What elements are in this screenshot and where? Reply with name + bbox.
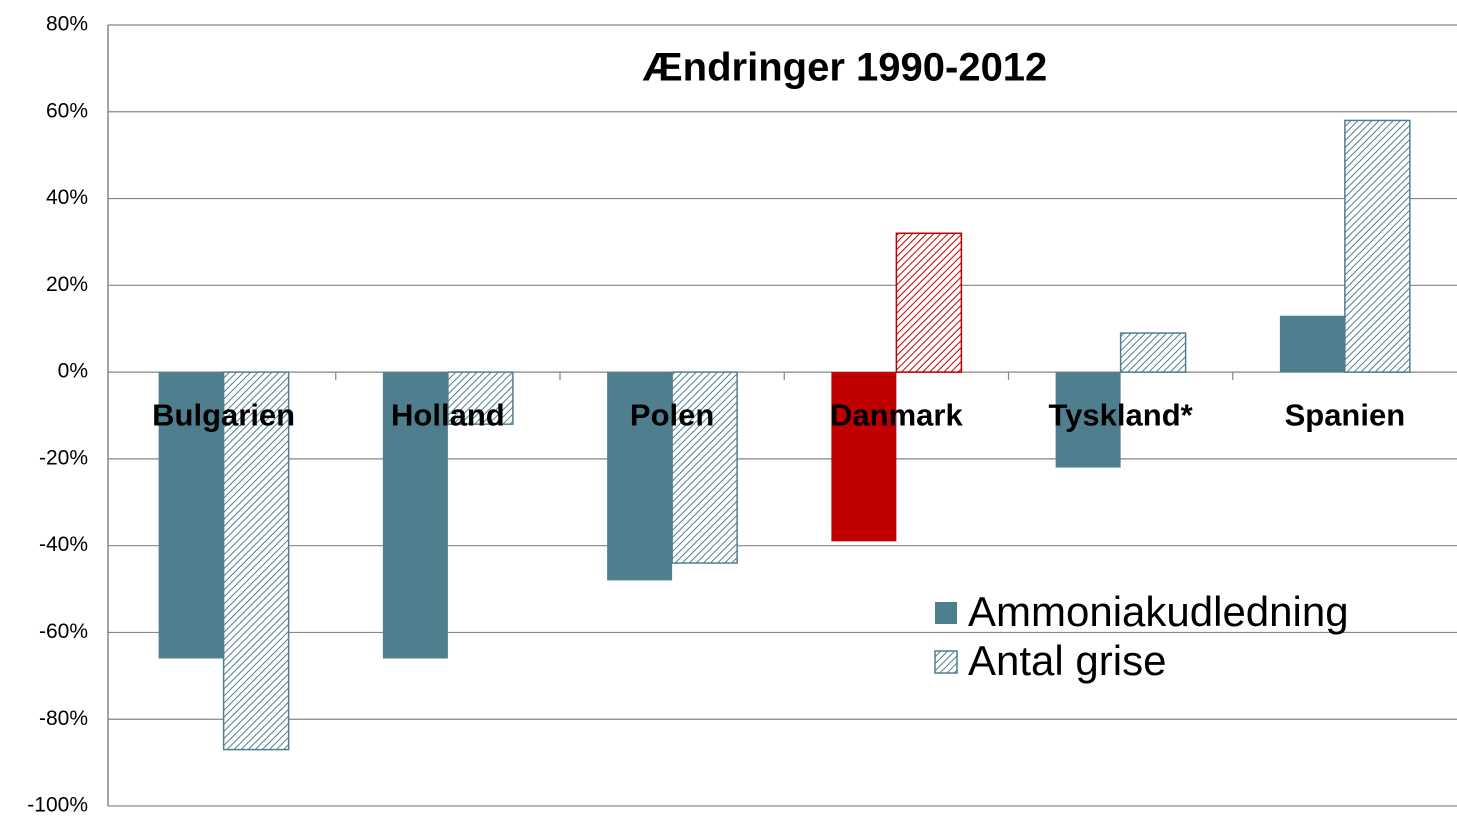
x-tick-label: Holland	[391, 397, 505, 432]
chart-title: Ændringer 1990-2012	[643, 46, 1048, 90]
legend-swatch	[934, 650, 958, 674]
bar	[382, 372, 448, 659]
x-tick-label: Tyskland*	[1049, 397, 1194, 432]
y-tick-label: 0%	[58, 360, 88, 383]
y-tick-label: -80%	[39, 707, 88, 730]
y-tick-label: -100%	[27, 794, 88, 816]
x-tick-label: Polen	[630, 397, 714, 432]
bar	[222, 371, 290, 751]
bar	[607, 372, 673, 581]
x-tick-label: Spanien	[1285, 397, 1406, 432]
bar	[1344, 119, 1411, 373]
bar	[895, 232, 963, 373]
legend-label: Ammoniakudledning	[968, 588, 1349, 635]
y-tick-label: 80%	[46, 13, 88, 36]
legend-swatch	[935, 602, 957, 624]
bar	[158, 372, 224, 659]
bar	[831, 372, 897, 542]
x-tick-label: Bulgarien	[152, 397, 295, 432]
y-tick-label: 20%	[46, 273, 88, 296]
bar	[1279, 315, 1345, 373]
bar	[447, 371, 514, 425]
bar	[1055, 372, 1121, 468]
y-tick-label: -40%	[39, 533, 88, 556]
bar	[671, 371, 738, 564]
y-tick-label: 60%	[46, 99, 88, 122]
legend-label: Antal grise	[968, 637, 1166, 684]
y-tick-label: 40%	[46, 186, 88, 209]
bar	[1119, 332, 1187, 373]
x-tick-label: Danmark	[830, 397, 963, 432]
y-tick-label: -60%	[39, 620, 88, 643]
y-tick-label: -20%	[39, 446, 88, 469]
